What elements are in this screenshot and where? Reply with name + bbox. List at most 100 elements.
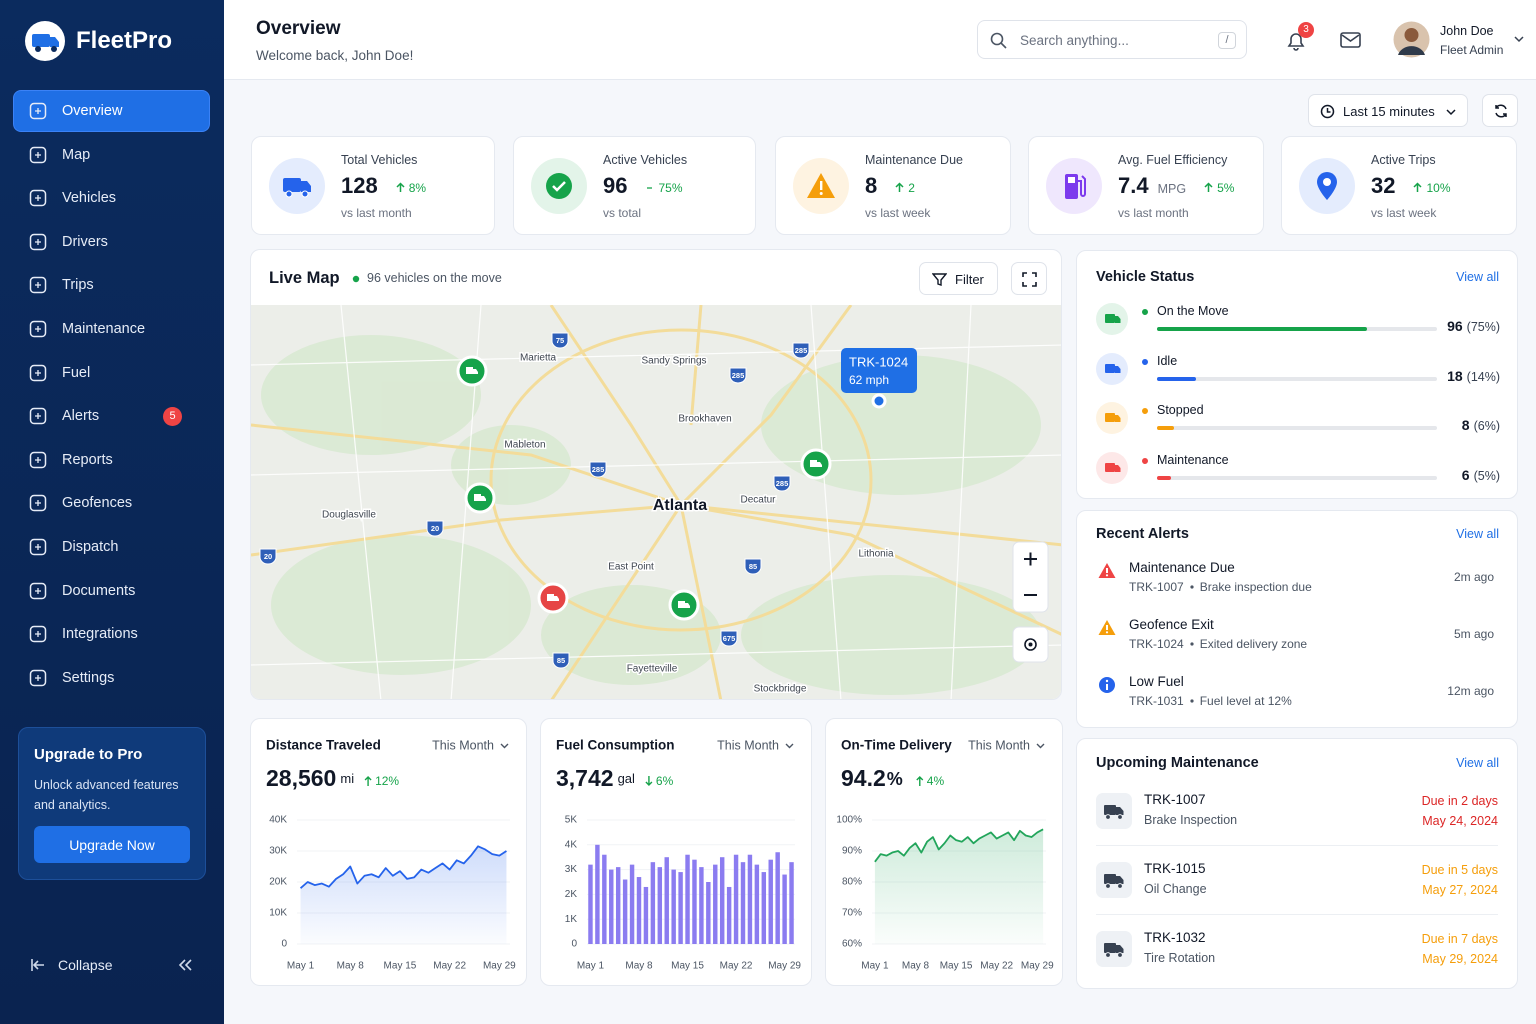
user-chevron[interactable]: [1513, 34, 1525, 44]
maintenance-vehicle: TRK-1007: [1144, 792, 1206, 807]
nav-badge: 5: [163, 407, 182, 427]
stat-change-value: 5%: [1217, 180, 1235, 195]
mail-icon[interactable]: [1340, 31, 1362, 49]
line: [874, 828, 1044, 863]
user-role: Fleet Admin: [1440, 43, 1504, 57]
period-select[interactable]: This Month: [968, 738, 1030, 752]
filter-button[interactable]: Filter: [919, 262, 998, 295]
refresh-button[interactable]: [1482, 94, 1518, 127]
user-avatar[interactable]: [1393, 21, 1430, 58]
highway-shield: [792, 342, 810, 359]
alert-vehicle: TRK-1007: [1129, 580, 1184, 594]
upgrade-button[interactable]: Upgrade Now: [34, 826, 190, 863]
highway-shield: [426, 520, 444, 537]
y-tick-label: 100%: [836, 815, 862, 826]
nav-item[interactable]: Vehicles: [14, 178, 209, 218]
nav-item[interactable]: Documents: [14, 571, 209, 611]
nav-item[interactable]: Settings: [14, 658, 209, 698]
time-range-select[interactable]: Last 15 minutes: [1308, 94, 1468, 127]
bell-icon[interactable]: [1285, 30, 1307, 52]
change-dash: [647, 187, 653, 189]
city-label: Fayetteville: [627, 664, 678, 675]
locate-icon: [1024, 638, 1037, 651]
stat-label: Avg. Fuel Efficiency: [1118, 153, 1228, 167]
maintenance-vehicle: TRK-1032: [1144, 930, 1206, 945]
period-select[interactable]: This Month: [717, 738, 779, 752]
stat-note: vs last week: [1371, 206, 1437, 220]
arrow-up: [1413, 182, 1423, 192]
highway-shield: [729, 367, 747, 384]
selected-vehicle[interactable]: [871, 393, 887, 409]
city-label: Brookhaven: [678, 414, 731, 425]
upcoming-maintenance-card: Upcoming Maintenance View all TRK-1007 Br…: [1076, 738, 1518, 989]
chart-change: 4%: [927, 774, 945, 788]
stat-icon: [1046, 158, 1102, 214]
live-map-card: Live Map 96 vehicles on the move Filter …: [250, 249, 1062, 700]
line: [299, 845, 507, 889]
separator-dot: [1190, 699, 1194, 703]
upgrade-title: Upgrade to Pro: [34, 746, 143, 763]
highway-shield: [744, 558, 762, 575]
y-tick-label: 0: [571, 939, 577, 950]
status-name: Stopped: [1157, 403, 1204, 417]
highway-number: 285: [776, 479, 789, 488]
highway-shield: [552, 652, 570, 669]
nav-item[interactable]: Geofences: [14, 483, 209, 523]
nav-item[interactable]: Maintenance: [14, 309, 209, 349]
search-box[interactable]: Search anything... /: [977, 20, 1247, 59]
nav-item[interactable]: Reports: [14, 440, 209, 480]
map[interactable]: Marietta Sandy Springs Brookhaven Mableton A…: [251, 305, 1062, 700]
y-tick-label: 10K: [269, 908, 287, 919]
arrow: [364, 776, 372, 786]
status-track: [1157, 475, 1437, 480]
status-icon: [1096, 303, 1128, 335]
bar: [726, 886, 732, 944]
status-count: 18: [1447, 367, 1463, 384]
alert-time: 2m ago: [1453, 570, 1494, 584]
nav-item[interactable]: Overview: [14, 91, 209, 131]
maintenance-service: Tire Rotation: [1144, 951, 1216, 965]
tooltip-vehicle: TRK-1024: [849, 354, 908, 369]
maintenance-icon: [1096, 862, 1132, 898]
city-label: Mableton: [504, 440, 545, 451]
nav-item[interactable]: Trips: [14, 265, 209, 305]
nav-icon: [29, 538, 47, 556]
stat-change: 8%: [396, 181, 426, 195]
search-icon: [990, 32, 1007, 49]
bar: [609, 869, 614, 944]
map-status: 96 vehicles on the move: [367, 271, 502, 285]
view-all-link[interactable]: View all: [1456, 527, 1499, 541]
bar: [615, 867, 621, 944]
bar: [588, 864, 593, 944]
x-tick-label: May 29: [768, 961, 801, 972]
fullscreen-button[interactable]: [1011, 262, 1047, 295]
view-all-link[interactable]: View all: [1456, 270, 1499, 284]
alert-icon: [1098, 563, 1116, 578]
nav-item[interactable]: Dispatch: [14, 527, 209, 567]
nav-label: Settings: [62, 669, 115, 686]
bar: [650, 862, 656, 944]
period-select[interactable]: This Month: [432, 738, 494, 752]
vehicle-tooltip: [841, 348, 917, 393]
total-unit: mi: [340, 771, 354, 786]
status-bar: [1157, 426, 1174, 430]
status-count-row: 6 (5%): [1462, 467, 1500, 483]
bar: [733, 854, 739, 944]
stat-value-row: 7.4 MPG 5%: [1118, 173, 1234, 199]
nav-item[interactable]: Drivers: [14, 222, 209, 262]
nav-item[interactable]: Fuel: [14, 353, 209, 393]
collapse-button[interactable]: Collapse: [58, 957, 113, 973]
nav-item[interactable]: Integrations: [14, 614, 209, 654]
x-tick-label: May 8: [902, 961, 930, 972]
collapse-chevrons: [178, 959, 192, 971]
zoom-controls: [1012, 541, 1049, 613]
bar: [754, 864, 760, 944]
zoom-in[interactable]: [1024, 552, 1037, 566]
stat-change: 2: [895, 181, 915, 195]
stat-icon: [1299, 158, 1355, 214]
nav-item[interactable]: Map: [14, 135, 209, 175]
view-all-link[interactable]: View all: [1456, 756, 1499, 770]
nav-item[interactable]: Alerts 5: [14, 396, 209, 436]
status-count-row: 18 (14%): [1447, 368, 1500, 384]
